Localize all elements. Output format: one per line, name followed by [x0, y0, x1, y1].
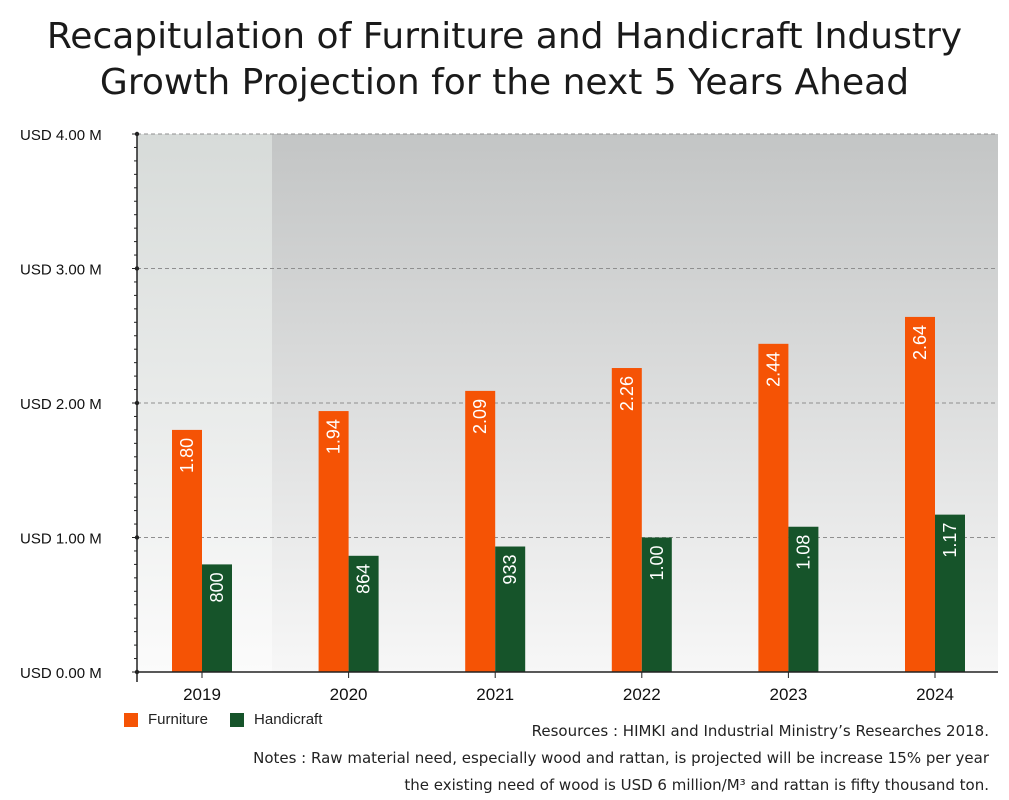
data-label-furniture-2022: 2.26 [617, 376, 637, 411]
data-label-furniture-2024: 2.64 [910, 325, 930, 360]
data-label-handicraft-2019: 800 [207, 572, 227, 602]
x-tick-label-2019: 2019 [183, 685, 221, 704]
y-tick-dot-2 [134, 400, 140, 406]
bars: 1.80 800 1.94 864 2.09 933 2.26 1.00 2.44 1.08 2.6… [172, 316, 965, 672]
resources-note: Resources : HIMKI and Industrial Ministr… [531, 722, 989, 740]
legend-label-furniture: Furniture [148, 711, 209, 728]
data-label-furniture-2021: 2.09 [470, 399, 490, 434]
bar-handicraft-2021 [495, 546, 526, 672]
gridlines [137, 133, 998, 538]
data-label-handicraft-2023: 1.08 [793, 535, 813, 570]
data-label-handicraft-2020: 864 [354, 564, 374, 594]
bar-handicraft-2024 [935, 514, 965, 672]
axes: USD 0.00 M USD 1.00 M USD 2.00 M USD 3.00 M… [20, 127, 998, 704]
y-tick-label-4: USD 4.00 M [20, 127, 102, 144]
legend-swatch-handicraft [230, 712, 245, 727]
legend-item-furniture: Furniture [124, 711, 208, 728]
y-tick-dot-1 [134, 535, 140, 540]
y-tick-dot-3 [134, 266, 140, 271]
y-tick-label-0: USD 0.00 M [20, 665, 102, 682]
notes-line-2: the existing need of wood is USD 6 milli… [404, 776, 989, 794]
legend-item-handicraft: Handicraft [230, 711, 322, 728]
y-tick-dot-4 [134, 131, 140, 137]
x-tick-label-2024: 2024 [916, 685, 954, 704]
notes-block: Resources : HIMKI and Industrial Ministr… [253, 718, 989, 799]
bar-handicraft-2023 [788, 526, 819, 672]
x-tick-label-2022: 2022 [623, 685, 661, 704]
bar-handicraft-2022 [641, 537, 672, 672]
legend-swatch-furniture [124, 712, 138, 727]
chart-title: Recapitulation of Furniture and Handicra… [0, 14, 1009, 106]
y-tick-label-2: USD 2.00 M [20, 396, 102, 413]
x-tick-label-2023: 2023 [769, 685, 807, 704]
bar-furniture-2021 [465, 390, 496, 672]
legend: Furniture Handicraft [124, 711, 322, 728]
bar-furniture-2020 [318, 411, 349, 672]
notes-line-1: Notes : Raw material need, especially wo… [253, 749, 989, 767]
bar-furniture-2022 [611, 368, 642, 672]
chart-title-line-1: Recapitulation of Furniture and Handicra… [46, 16, 963, 57]
y-tick-label-1: USD 1.00 M [20, 531, 102, 548]
bar-handicraft-2020 [348, 555, 379, 672]
x-tick-label-2021: 2021 [476, 685, 514, 704]
bar-furniture-2024 [905, 316, 935, 672]
chart-title-line-2: Growth Projection for the next 5 Years A… [99, 62, 910, 103]
data-label-furniture-2019: 1.80 [177, 438, 197, 473]
data-label-furniture-2020: 1.94 [324, 419, 344, 454]
data-label-handicraft-2024: 1.17 [940, 523, 960, 558]
legend-label-handicraft: Handicraft [254, 711, 323, 728]
data-label-furniture-2023: 2.44 [763, 352, 783, 387]
data-label-handicraft-2021: 933 [500, 555, 520, 585]
y-tick-dot-0 [134, 669, 140, 675]
x-tick-label-2020: 2020 [330, 685, 368, 704]
bar-furniture-2023 [758, 343, 789, 672]
data-label-handicraft-2022: 1.00 [647, 546, 667, 581]
bar-furniture-2019 [172, 429, 202, 672]
y-tick-label-3: USD 3.00 M [20, 262, 102, 279]
bar-handicraft-2019 [202, 564, 232, 672]
